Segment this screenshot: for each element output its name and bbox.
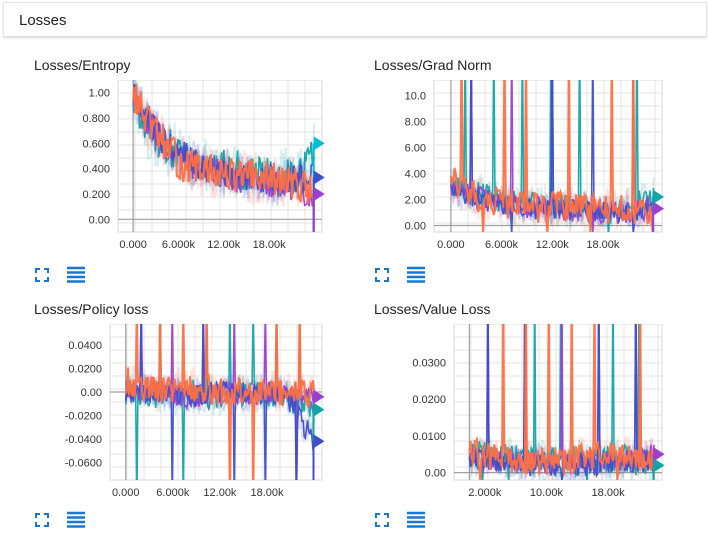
x-tick-label: 6.000k	[162, 239, 196, 251]
y-tick-label: 0.00	[89, 214, 110, 226]
y-tick-label: 0.00	[81, 387, 102, 399]
y-tick-label: 0.600	[82, 138, 110, 150]
chart-title: Losses/Entropy	[34, 57, 131, 73]
axes	[454, 324, 662, 480]
series-end-marker	[313, 187, 325, 201]
y-tick-label: 0.800	[82, 113, 110, 125]
series-line	[124, 324, 316, 480]
chart-value-loss[interactable]: 0.0300 0.0200 0.0100 0.00 2.000k 10.00k 18.00k	[374, 324, 674, 506]
x-tick-label: 6.000k	[485, 239, 519, 251]
x-tick-label: 18.00k	[253, 239, 287, 251]
data-table-icon[interactable]	[406, 266, 426, 284]
section-header[interactable]: Losses	[3, 2, 707, 37]
series-end-marker	[653, 447, 665, 462]
x-tick-label: 0.000	[437, 239, 465, 251]
data-table-icon[interactable]	[66, 511, 86, 529]
series-end-marker	[313, 136, 325, 151]
x-tick-label: 18.00k	[592, 487, 626, 499]
y-tick-label: 0.0200	[412, 394, 446, 406]
y-tick-label: -0.0400	[65, 434, 102, 446]
series-line	[132, 83, 316, 204]
chart-title: Losses/Policy loss	[34, 301, 149, 317]
x-tick-label: 10.00k	[530, 487, 564, 499]
y-tick-label: 8.00	[405, 117, 426, 129]
y-tick-label: 0.0400	[68, 340, 102, 352]
chart-grad-norm[interactable]: 10.0 8.00 6.00 4.00 2.00 0.00 0.000 6.000k 12.00…	[374, 80, 674, 260]
y-tick-label: -0.0600	[65, 457, 102, 469]
y-tick-label: 2.00	[405, 195, 426, 207]
y-tick-label: 4.00	[405, 169, 426, 181]
y-tick-label: -0.0200	[65, 410, 102, 422]
y-tick-label: 0.00	[425, 468, 446, 480]
x-tick-label: 12.00k	[203, 487, 237, 499]
chart-title: Losses/Grad Norm	[374, 57, 492, 73]
series-end-marker	[653, 189, 665, 204]
series-end-marker	[313, 402, 325, 417]
x-tick-label: 0.000	[119, 239, 147, 251]
x-tick-label: 12.00k	[536, 239, 570, 251]
fullscreen-icon[interactable]	[374, 512, 390, 528]
x-tick-label: 2.000k	[468, 487, 502, 499]
chart-policy-loss[interactable]: 0.0400 0.0200 0.00 -0.0200 -0.0400 -0.0600 0.0…	[34, 324, 334, 506]
series-end-marker	[313, 170, 325, 185]
data-table-icon[interactable]	[406, 511, 426, 529]
x-tick-label: 18.00k	[251, 487, 285, 499]
y-tick-label: 0.00	[405, 221, 426, 233]
series-end-marker	[313, 389, 325, 404]
x-tick-label: 12.00k	[207, 239, 241, 251]
fullscreen-icon[interactable]	[34, 512, 50, 528]
y-tick-label: 0.0300	[412, 358, 446, 370]
y-tick-label: 1.00	[89, 88, 110, 100]
section-title: Losses	[19, 12, 67, 29]
y-tick-label: 6.00	[405, 143, 426, 155]
x-tick-label: 0.000	[112, 487, 140, 499]
y-tick-label: 0.400	[82, 164, 110, 176]
x-tick-label: 18.00k	[586, 239, 620, 251]
data-table-icon[interactable]	[66, 266, 86, 284]
series-end-marker	[313, 434, 325, 449]
series-line	[449, 80, 655, 232]
x-tick-label: 6.000k	[156, 487, 190, 499]
series-line	[468, 324, 656, 480]
chart-entropy[interactable]: 1.00 0.800 0.600 0.400 0.200 0.00 0.000 6.000k 1…	[34, 80, 334, 260]
y-tick-label: 10.0	[405, 91, 426, 103]
series-end-marker	[653, 201, 665, 216]
fullscreen-icon[interactable]	[374, 267, 390, 283]
y-tick-label: 0.0100	[412, 431, 446, 443]
y-tick-label: 0.200	[82, 189, 110, 201]
series-end-marker	[653, 458, 665, 473]
y-tick-label: 0.0200	[68, 364, 102, 376]
fullscreen-icon[interactable]	[34, 267, 50, 283]
chart-title: Losses/Value Loss	[374, 301, 491, 317]
